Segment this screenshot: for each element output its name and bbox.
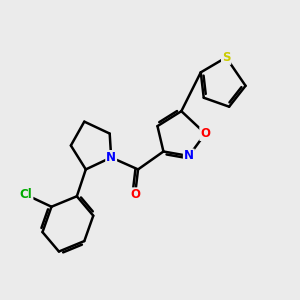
- Text: Cl: Cl: [20, 188, 32, 201]
- Text: N: N: [106, 151, 116, 164]
- Text: O: O: [130, 188, 140, 201]
- Text: O: O: [200, 127, 210, 140]
- Text: S: S: [222, 51, 230, 64]
- Text: N: N: [184, 149, 194, 163]
